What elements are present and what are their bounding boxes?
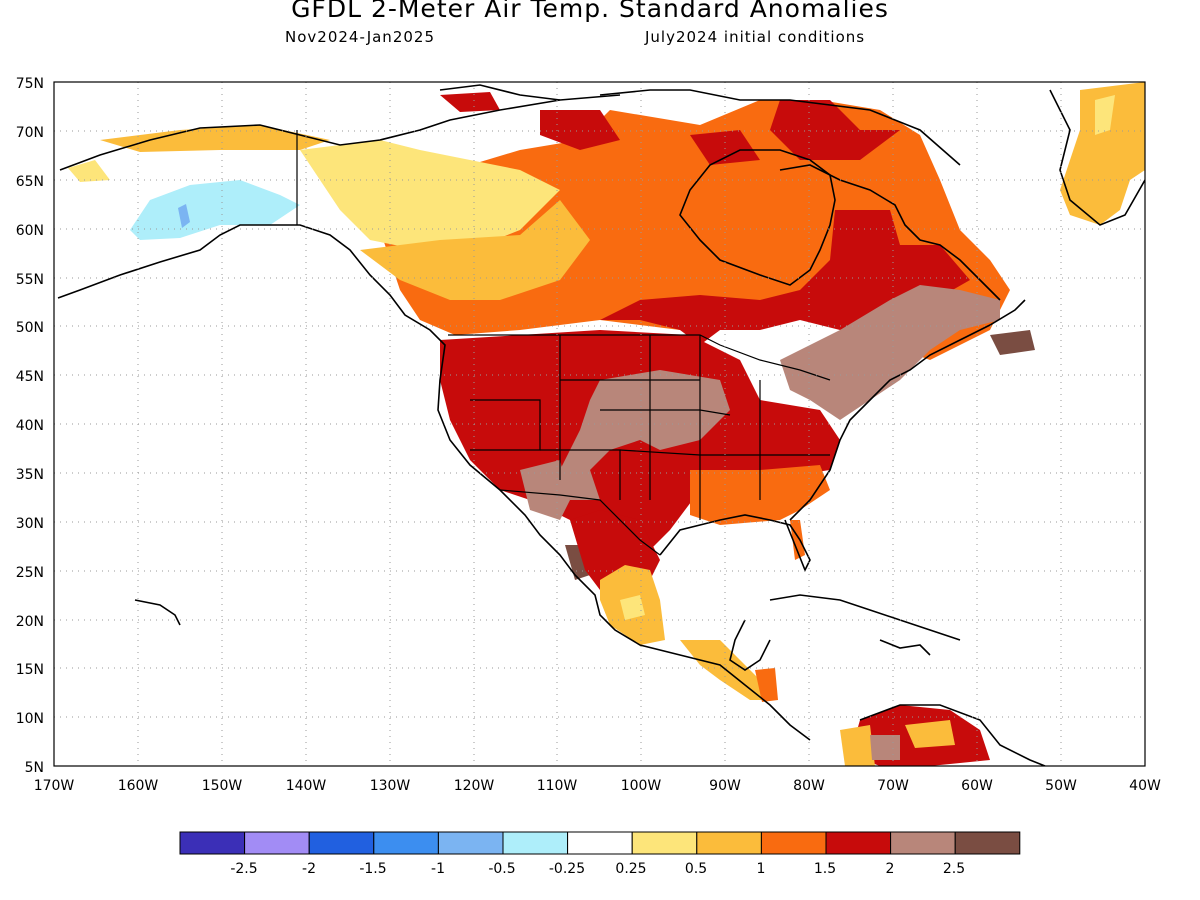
color-legend: -2.5 -2 -1.5 -1 -0.5 -0.25 0.25 0.5 1 1.…	[179, 831, 1021, 877]
legend-swatch	[631, 831, 698, 855]
lat-label: 50N	[16, 320, 44, 336]
lat-label: 5N	[25, 760, 44, 776]
anomaly-shading	[68, 82, 1145, 766]
graticule	[54, 82, 1145, 766]
legend-swatch	[890, 831, 956, 855]
borders	[296, 130, 831, 556]
lat-label: 10N	[16, 711, 44, 727]
lat-label: 55N	[16, 272, 44, 288]
coastlines	[57, 84, 1145, 766]
lat-label: 20N	[16, 614, 44, 630]
lon-label: 120W	[454, 778, 495, 794]
legend-label: -0.25	[549, 861, 585, 877]
lat-label: 40N	[16, 418, 44, 434]
lon-label: 160W	[118, 778, 159, 794]
initial-conditions: July2024 initial conditions	[645, 28, 866, 46]
longitude-axis: 170W 160W 150W 140W 130W 120W 110W 100W …	[34, 778, 1161, 794]
legend-swatch	[308, 831, 375, 855]
lat-label: 45N	[16, 369, 44, 385]
lon-label: 130W	[370, 778, 411, 794]
lat-label: 25N	[16, 565, 44, 581]
legend-label: 0.5	[685, 861, 707, 877]
legend-swatch	[244, 831, 310, 855]
legend-label: -1.5	[359, 861, 386, 877]
lon-label: 70W	[877, 778, 909, 794]
legend-swatch	[179, 831, 246, 855]
lon-label: 170W	[34, 778, 75, 794]
legend-swatch	[567, 831, 633, 855]
legend-label: -2	[302, 861, 316, 877]
legend-label: 2	[886, 861, 895, 877]
legend-label: 1	[757, 861, 766, 877]
lat-label: 15N	[16, 662, 44, 678]
legend-label: 2.5	[943, 861, 965, 877]
latitude-axis: 75N 70N 65N 60N 55N 50N 45N 40N 35N 30N …	[16, 76, 44, 776]
legend-swatch	[825, 831, 892, 855]
lon-label: 40W	[1129, 778, 1161, 794]
legend-label: -0.5	[488, 861, 515, 877]
legend-label: 0.25	[615, 861, 646, 877]
greenland-anomaly	[1060, 82, 1145, 225]
lon-label: 80W	[793, 778, 825, 794]
lat-label: 75N	[16, 76, 44, 92]
lat-label: 70N	[16, 125, 44, 141]
lon-label: 100W	[621, 778, 662, 794]
lat-label: 65N	[16, 174, 44, 190]
lon-label: 60W	[961, 778, 993, 794]
lat-label: 30N	[16, 516, 44, 532]
legend-swatch	[954, 831, 1021, 855]
lon-label: 150W	[202, 778, 243, 794]
lon-label: 50W	[1045, 778, 1077, 794]
legend-label: -1	[431, 861, 445, 877]
legend-swatch	[760, 831, 827, 855]
lon-label: 110W	[537, 778, 578, 794]
forecast-period: Nov2024-Jan2025	[285, 28, 435, 46]
map-panel	[54, 82, 1145, 766]
lon-label: 140W	[286, 778, 327, 794]
legend-swatch	[373, 831, 439, 855]
legend-label: 1.5	[814, 861, 836, 877]
legend-swatch	[502, 831, 569, 855]
central-eastern-us-anomaly	[560, 370, 730, 500]
northwest-canada-anomaly	[300, 140, 560, 250]
legend-label: -2.5	[230, 861, 257, 877]
lon-label: 90W	[709, 778, 741, 794]
map-title: GFDL 2-Meter Air Temp. Standard Anomalie…	[291, 0, 889, 23]
lat-label: 35N	[16, 467, 44, 483]
map-frame	[53, 81, 1146, 767]
legend-swatch	[696, 831, 762, 855]
lat-label: 60N	[16, 223, 44, 239]
legend-swatch	[437, 831, 504, 855]
